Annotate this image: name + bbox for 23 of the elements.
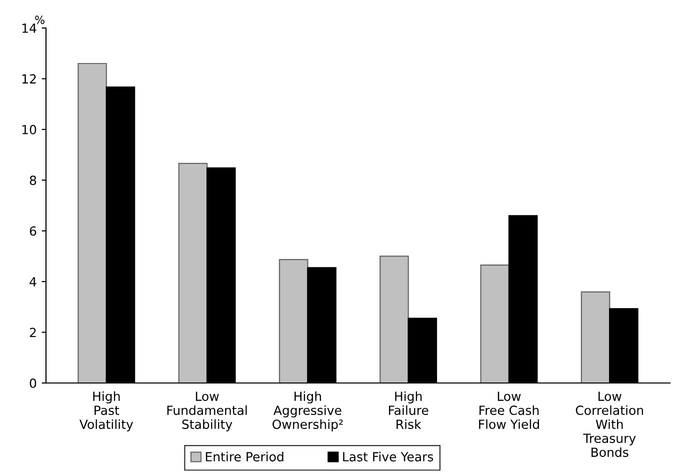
x-tick-label: High Past Volatility xyxy=(79,391,134,432)
x-tick-label: Low Fundamental Stability xyxy=(167,392,247,432)
y-tick-label: 2 xyxy=(30,328,36,338)
y-tick-label: 14 xyxy=(22,24,36,33)
y-tick-label: 12 xyxy=(22,74,36,84)
bar xyxy=(178,162,208,383)
y-tick-label: 0 xyxy=(30,378,36,388)
bar xyxy=(78,62,107,383)
legend-label: Entire Period xyxy=(206,452,284,462)
bar xyxy=(580,291,610,383)
x-tick-label: High Aggressive Ownership² xyxy=(272,391,343,432)
bar xyxy=(278,258,308,383)
legend-label: Last Five Years xyxy=(343,452,434,462)
y-tick-label: 8 xyxy=(30,176,36,186)
x-tick-label: High Failure Risk xyxy=(388,391,428,430)
y-tick-label: 10 xyxy=(22,124,36,134)
bar xyxy=(480,264,510,383)
x-tick-label: Low Correlation With Treasury Bonds xyxy=(576,392,644,457)
y-axis-title: % xyxy=(35,16,44,24)
y-tick-label: 4 xyxy=(30,277,36,286)
bar xyxy=(380,256,409,383)
y-tick-label: 6 xyxy=(30,226,36,236)
x-tick-label: Low Free Cash Flow Yield xyxy=(479,392,539,430)
